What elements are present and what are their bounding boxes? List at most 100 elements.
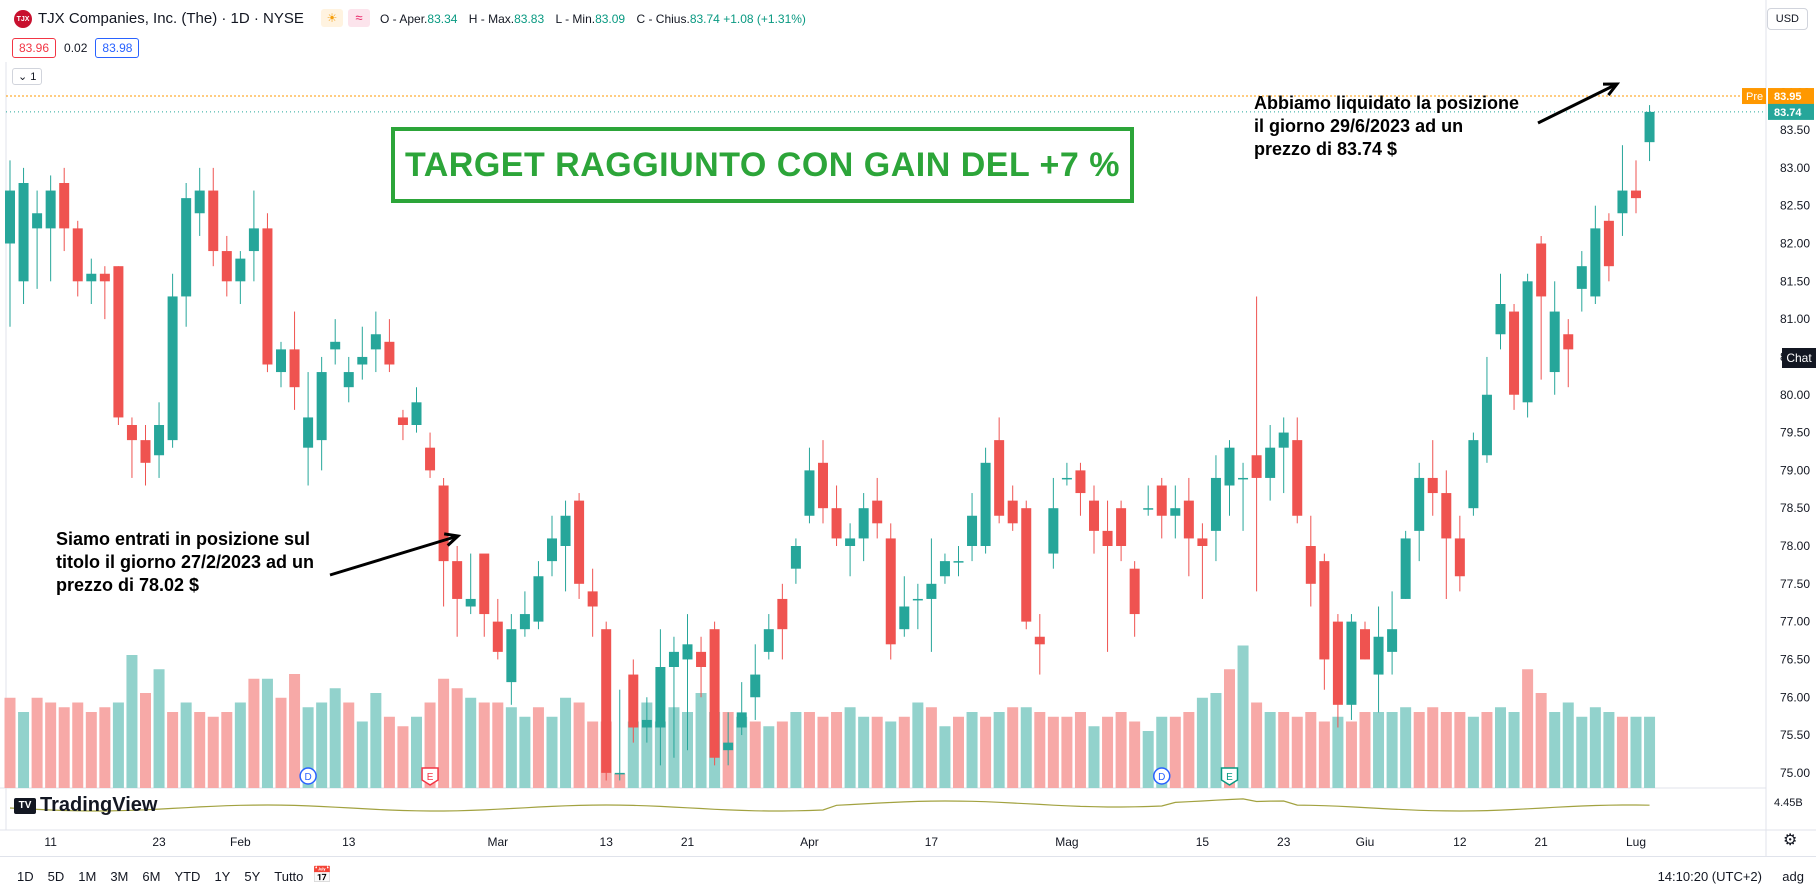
x-tick-label: Feb [230, 835, 251, 849]
top-bar: TJX TJX Companies, Inc. (The) · 1D · NYS… [0, 0, 1816, 85]
candle-body [438, 485, 449, 562]
high-label: Max. [488, 12, 515, 26]
candle-body [1224, 447, 1235, 486]
candle-body [614, 772, 625, 775]
range-5d[interactable]: 5D [47, 869, 65, 884]
clock[interactable]: 14:10:20 (UTC+2) [1657, 869, 1762, 884]
candle-body [777, 598, 788, 630]
candle-body [1373, 636, 1384, 675]
candle-body [1021, 508, 1032, 622]
candle-body [967, 515, 978, 546]
close-key: C [636, 12, 646, 26]
ask-button[interactable]: 83.98 [95, 38, 140, 58]
volume-bar [261, 678, 273, 788]
dividend-marker-label: D [304, 772, 311, 783]
y-tick-label: 83.50 [1780, 123, 1810, 137]
candle-body [655, 667, 666, 728]
currency-selector[interactable]: USD [1766, 8, 1808, 30]
bid-button[interactable]: 83.96 [12, 38, 57, 58]
candle-body [316, 372, 327, 441]
volume-bar [99, 707, 111, 788]
candle-body [1495, 304, 1506, 335]
gear-icon[interactable]: ⚙ [1783, 832, 1798, 849]
range-1d[interactable]: 1D [17, 869, 34, 884]
volume-bar [1644, 716, 1656, 788]
y-tick-label: 83.00 [1780, 161, 1810, 175]
volume-bar [492, 702, 504, 788]
candle-body [167, 296, 178, 441]
volume-bar [1386, 712, 1398, 788]
wave-icon[interactable]: ≈ [348, 9, 370, 27]
volume-bar [1359, 712, 1371, 788]
volume-bar [465, 697, 477, 788]
volume-bar [885, 721, 897, 788]
candle-body [750, 674, 761, 698]
range-1y[interactable]: 1Y [214, 869, 231, 884]
range-5y[interactable]: 5Y [244, 869, 261, 884]
volume-bar [1400, 707, 1412, 788]
candle-body [763, 629, 774, 652]
volume-bar [112, 702, 124, 788]
range-6m[interactable]: 6M [142, 869, 161, 884]
x-tick-label: Mag [1055, 835, 1078, 849]
range-1m[interactable]: 1M [78, 869, 97, 884]
range-all[interactable]: Tutto [274, 869, 304, 884]
volume-bar [1616, 716, 1628, 788]
x-tick-label: Lug [1626, 835, 1646, 849]
chat-button[interactable]: Chat [1782, 348, 1816, 368]
volume-bar [1332, 716, 1344, 788]
candle-body [1644, 111, 1655, 143]
candle-body [980, 462, 991, 546]
volume-bar [817, 716, 829, 788]
calendar-icon[interactable]: 📅 [312, 867, 332, 884]
volume-bar [370, 693, 382, 788]
adjust-toggle[interactable]: adg [1782, 869, 1804, 884]
candle-body [926, 583, 937, 599]
candle-body [953, 561, 964, 563]
chevron-down-icon: ⌄ [18, 71, 28, 83]
x-tick-label: 12 [1453, 835, 1467, 849]
tradingview-logo[interactable]: TV TradingView [14, 794, 157, 817]
volume-bar [1630, 716, 1642, 788]
tradingview-logo-icon: TV [14, 797, 36, 814]
candle-body [1048, 508, 1059, 554]
sun-cloud-icon[interactable]: ☀ [321, 9, 343, 27]
volume-bar [573, 702, 585, 788]
range-3m[interactable]: 3M [110, 869, 129, 884]
volume-bar [478, 702, 490, 788]
candle-body [736, 712, 747, 728]
volume-bar [1088, 726, 1100, 788]
candle-body [492, 621, 503, 652]
volume-bar [736, 716, 748, 788]
target-annotation-text: TARGET RAGGIUNTO CON GAIN DEL +7 % [404, 145, 1120, 184]
candle-body [479, 553, 490, 615]
candle-body [547, 538, 557, 562]
volume-bar [4, 697, 16, 788]
range-selector: 1D 5D 1M 3M 6M YTD 1Y 5Y Tutto [12, 867, 308, 886]
y-tick-label: 77.00 [1780, 615, 1810, 629]
volume-bar [749, 721, 761, 788]
volume-bar [1318, 721, 1330, 788]
candle-body [465, 598, 476, 607]
volume-bar [1589, 707, 1601, 788]
volume-bar [939, 726, 951, 788]
high-key: H [468, 12, 478, 26]
exit-line-3: prezzo di 83.74 $ [1254, 139, 1398, 159]
x-tick-label: 23 [152, 835, 166, 849]
candle-body [1617, 190, 1628, 214]
candle-body [181, 198, 192, 297]
volume-bar [790, 712, 802, 788]
candle-body [411, 402, 422, 425]
candle-body [1278, 432, 1289, 448]
candle-body [99, 273, 110, 282]
candle-body [1509, 311, 1520, 395]
volume-bar [1156, 716, 1168, 788]
y-tick-label: 79.00 [1780, 463, 1810, 477]
candle-body [1549, 311, 1560, 373]
symbol-title[interactable]: TJX Companies, Inc. (The) · 1D · NYSE [38, 10, 304, 27]
collapse-toggle[interactable]: ⌄ 1 [12, 68, 43, 85]
range-ytd[interactable]: YTD [174, 869, 201, 884]
exit-line-1: Abbiamo liquidato la posizione [1254, 93, 1520, 113]
candle-body [1143, 508, 1154, 510]
